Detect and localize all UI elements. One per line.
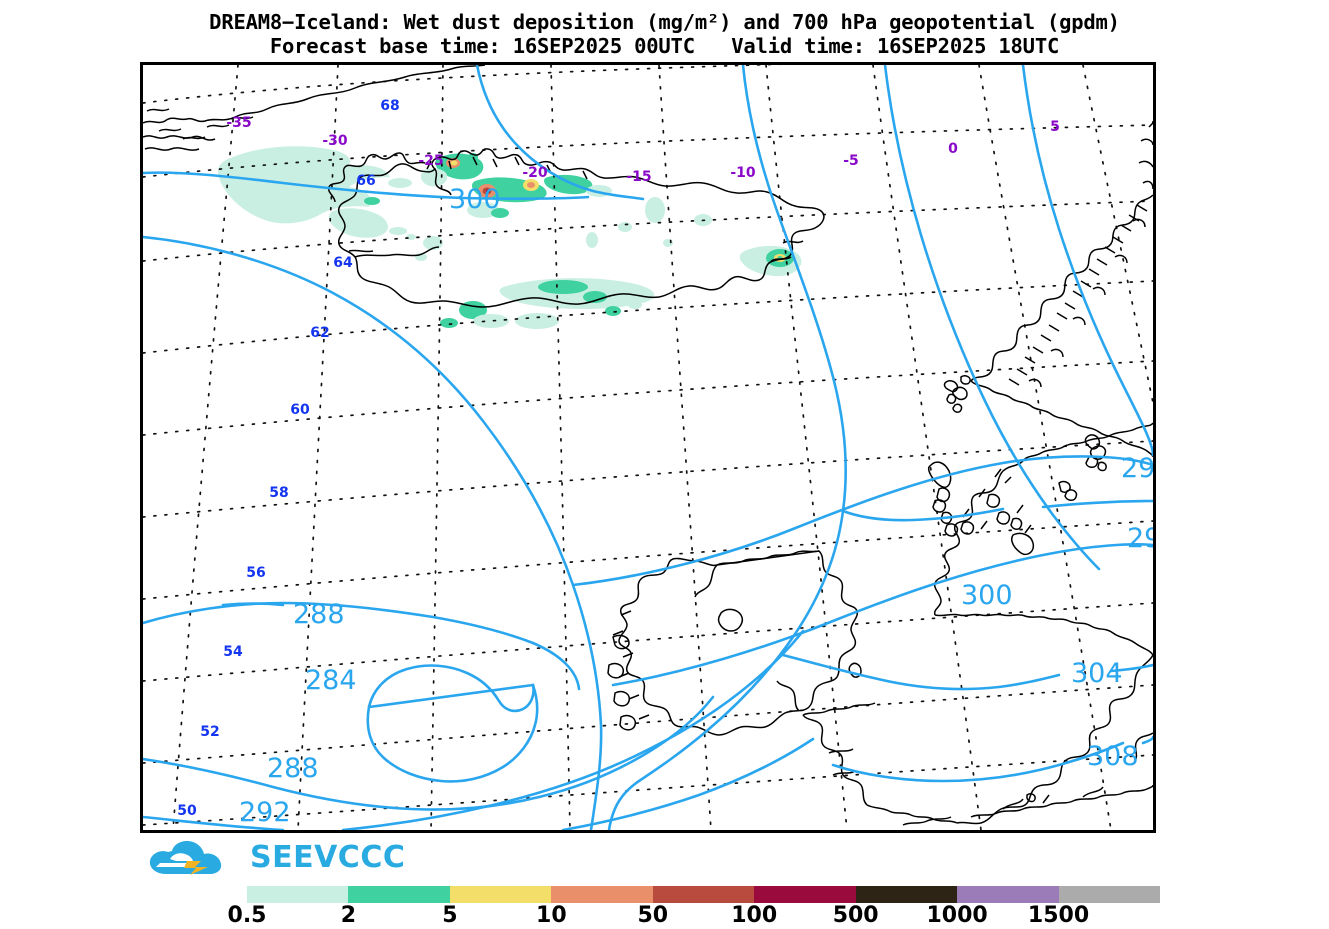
- lon-label-minus35: -35: [226, 115, 251, 131]
- cloud-icon: [149, 841, 222, 875]
- lat-label-68: 68: [380, 98, 399, 114]
- contour-label-300-iceland: 300: [449, 184, 501, 215]
- colorbar-swatch-7: [957, 886, 1059, 903]
- colorbar-swatch-3: [551, 886, 653, 903]
- colorbar-tick-50: 50: [637, 903, 669, 928]
- lat-label-58: 58: [269, 485, 288, 501]
- lon-label-5: 5: [1050, 119, 1060, 135]
- lat-label-54: 54: [223, 644, 243, 660]
- logo-wordmark: SEEVCCC: [250, 839, 406, 875]
- colorbar-tick-100: 100: [731, 903, 778, 928]
- lat-label-62: 62: [310, 325, 329, 341]
- contour-value-labels: 300 288 284 288 292 296 298 300 304 308: [239, 184, 1153, 828]
- latitude-labels: 68 66 64 62 60 58 56 54 52 50: [177, 98, 399, 819]
- seevccc-logo: SEEVCCC: [146, 836, 405, 878]
- contour-label-300-scotland: 300: [961, 580, 1013, 611]
- lon-label-minus20: -20: [522, 165, 548, 181]
- lat-label-56: 56: [246, 565, 265, 581]
- lat-label-60: 60: [290, 402, 310, 418]
- lat-label-52: 52: [200, 724, 219, 740]
- lon-label-0: 0: [948, 141, 958, 157]
- contour-label-288-upper: 288: [293, 599, 345, 630]
- colorbar-tick-1500: 1500: [1027, 903, 1090, 928]
- lat-label-66: 66: [356, 173, 375, 189]
- lat-label-50: 50: [177, 803, 197, 819]
- colorbar-swatch-5: [754, 886, 856, 903]
- colorbar-swatch-1: [348, 886, 450, 903]
- contour-label-304: 304: [1071, 658, 1123, 689]
- coastline-layer: [143, 65, 1153, 826]
- colorbar-tick-labels: 0.5 2 5 10 50 100 500 1000 1500: [228, 903, 1160, 929]
- contour-label-284: 284: [305, 665, 357, 696]
- colorbar-tick-2: 2: [340, 903, 357, 928]
- colorbar-tick-5: 5: [442, 903, 458, 928]
- geopotential-contour-layer: [143, 65, 1153, 830]
- contour-label-292: 292: [239, 797, 291, 828]
- colorbar-swatch-4: [652, 886, 755, 903]
- lon-label-minus25: -25: [418, 153, 443, 169]
- colorbar-swatch-8: [1058, 886, 1160, 903]
- colorbar-tick-10: 10: [536, 903, 567, 928]
- contour-label-288-lower: 288: [267, 753, 319, 784]
- lon-label-minus5: -5: [843, 153, 859, 169]
- title-line-2: Forecast base time: 16SEP2025 00UTC Vali…: [269, 34, 1060, 59]
- colorbar[interactable]: [247, 886, 1160, 903]
- colorbar-swatch-0: [247, 886, 349, 903]
- colorbar-swatch-2: [449, 886, 552, 903]
- longitude-labels: -35 -30 -25 -20 -15 -10 -5 0 5: [226, 115, 1060, 185]
- lon-label-minus30: -30: [322, 133, 348, 149]
- lon-label-minus10: -10: [730, 165, 756, 181]
- lon-label-minus15: -15: [626, 169, 651, 185]
- contour-label-296: 296: [1121, 453, 1153, 484]
- map-panel[interactable]: 68 66 64 62 60 58 56 54 52 50 -35 -30 -2…: [140, 62, 1156, 833]
- chart-title-block: DREAM8−Iceland: Wet dust deposition (mg/…: [0, 10, 1329, 58]
- colorbar-tick-0.5: 0.5: [227, 903, 267, 928]
- title-line-1: DREAM8−Iceland: Wet dust deposition (mg/…: [209, 10, 1120, 34]
- colorbar-tick-500: 500: [832, 903, 879, 928]
- colorbar-swatch-6: [855, 886, 958, 903]
- lat-label-64: 64: [333, 255, 353, 271]
- map-canvas[interactable]: 68 66 64 62 60 58 56 54 52 50 -35 -30 -2…: [143, 65, 1153, 830]
- colorbar-tick-1000: 1000: [926, 903, 988, 928]
- contour-label-308: 308: [1087, 741, 1139, 772]
- contour-label-298: 298: [1127, 523, 1153, 554]
